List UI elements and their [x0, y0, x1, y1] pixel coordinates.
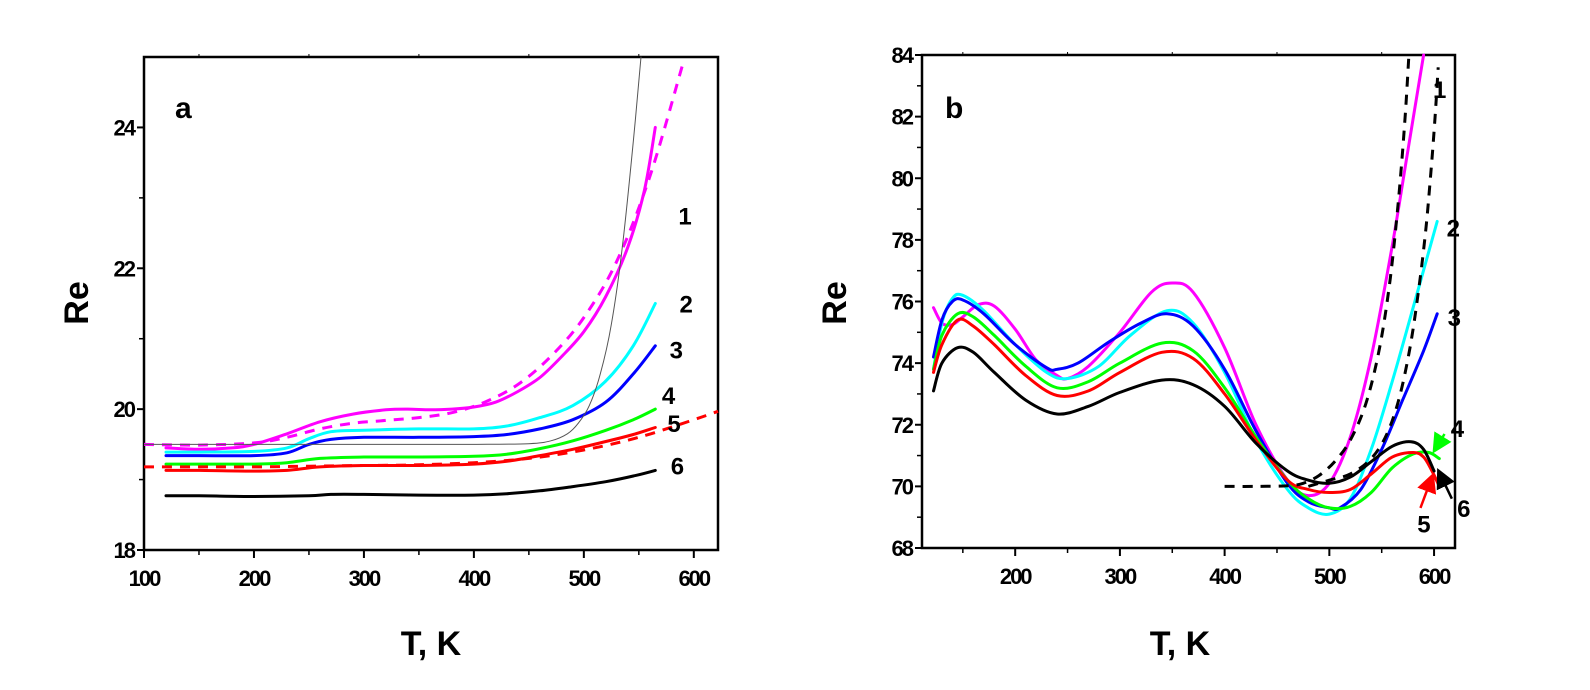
y-tick-label: 24: [114, 115, 137, 140]
plot-frame: [142, 55, 720, 552]
x-tick-label: 400: [1209, 564, 1241, 589]
series-line-fit-1: [1224, 54, 1411, 488]
series-line-6: [932, 345, 1436, 485]
x-tick-label: 500: [568, 566, 600, 591]
series-line-fit-thin: [144, 56, 642, 445]
y-tick-label: 74: [892, 351, 915, 376]
curve-label: 2: [1447, 216, 1460, 243]
curve-label: 4: [1451, 416, 1465, 443]
series-line-3: [932, 297, 1439, 512]
series-line-6: [164, 468, 657, 499]
curve-label: 6: [671, 453, 684, 480]
y-tick-label: 70: [892, 474, 914, 499]
y-axis-title: Re: [816, 281, 854, 324]
y-tick-label: 20: [114, 397, 136, 422]
series-line-5: [932, 317, 1441, 495]
series-line-1: [164, 125, 657, 451]
arrow-5: [1417, 472, 1437, 509]
x-tick-label: 200: [1000, 564, 1032, 589]
arrow-6: [1436, 468, 1455, 500]
y-tick-label: 76: [892, 290, 914, 315]
series-line-4: [164, 407, 657, 466]
panel-a: 100 200 300 400 500 600 18 20 22 24 T, K Re a 1 2 3 45 6: [58, 54, 720, 663]
x-tick-label: 500: [1314, 564, 1346, 589]
panel-b: 200 300 400 500 600 68 70 72 74 76 78 80 82 84 T, K Re b…: [816, 43, 1470, 663]
curve-label: 1: [1433, 77, 1446, 104]
y-tick-label: 84: [892, 43, 915, 68]
curve-label: 1: [678, 203, 691, 230]
curve-label: 2: [680, 292, 693, 319]
series-line-4: [932, 310, 1441, 511]
curve-label: 5: [1417, 511, 1430, 538]
y-tick-label: 72: [892, 413, 914, 438]
y-tick-label: 68: [892, 536, 914, 561]
y-tick-label: 18: [114, 538, 136, 563]
curve-label: 3: [670, 337, 683, 364]
curve-label: 4: [662, 383, 676, 410]
panel-label: a: [175, 92, 192, 125]
y-axis-title: Re: [58, 281, 96, 324]
x-tick-label: 400: [459, 566, 491, 591]
series-line-1: [932, 53, 1426, 498]
x-tick-label: 100: [129, 566, 161, 591]
x-tick-label: 600: [678, 566, 710, 591]
series-line-5: [164, 426, 657, 473]
series-line-2: [932, 219, 1439, 516]
series-line-2: [164, 302, 657, 454]
series-line-fit-2: [1307, 67, 1440, 488]
curve-label: 3: [1448, 305, 1461, 332]
series-group: [932, 53, 1441, 516]
x-tick-label: 600: [1419, 564, 1451, 589]
y-tick-label: 78: [892, 228, 914, 253]
plot-frame: [920, 53, 1457, 550]
x-axis-title: T, K: [401, 625, 462, 663]
series-group: [144, 56, 719, 499]
y-tick-label: 80: [892, 166, 914, 191]
series-line-1-fit: [144, 63, 685, 447]
y-tick-label: 82: [892, 105, 914, 130]
y-tick-label: 22: [114, 256, 136, 281]
curve-label: 6: [1457, 496, 1470, 523]
curve-label: 5: [667, 411, 680, 438]
x-axis-title: T, K: [1150, 625, 1211, 663]
x-tick-label: 300: [349, 566, 381, 591]
series-line-3: [164, 344, 657, 458]
x-tick-label: 200: [239, 566, 271, 591]
panel-label: b: [945, 92, 963, 125]
arrow-4: [1432, 431, 1452, 454]
x-tick-label: 300: [1105, 564, 1137, 589]
